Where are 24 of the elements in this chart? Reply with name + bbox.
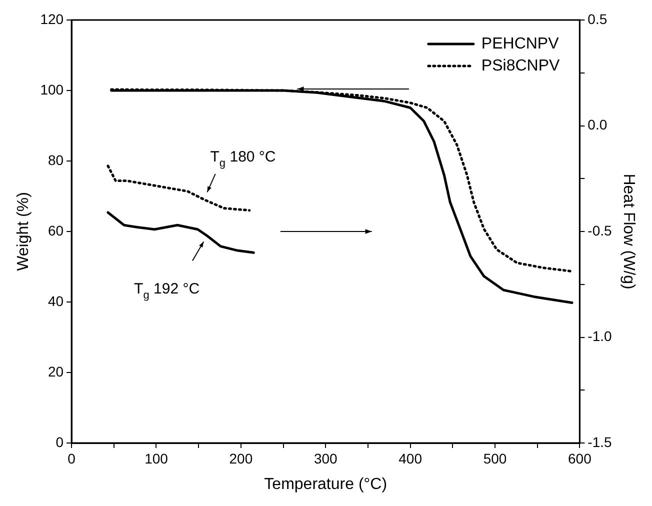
x-tick-label: 100 bbox=[144, 450, 168, 466]
x-tick-label: 200 bbox=[229, 450, 253, 466]
y-tick-label: 40 bbox=[48, 292, 64, 309]
y-tick-label: 80 bbox=[48, 152, 64, 168]
x-tick-label: 0 bbox=[68, 450, 76, 466]
legend-label: PSi8CNPV bbox=[481, 57, 560, 74]
y2-tick-label: -1.5 bbox=[588, 434, 612, 450]
y2-tick-label: -1.0 bbox=[588, 328, 612, 344]
y2-axis-title: Heat Flow (W/g) bbox=[620, 174, 637, 290]
y2-tick-label: 0.0 bbox=[588, 116, 608, 133]
y2-tick-label: -0.5 bbox=[588, 222, 612, 238]
y-tick-label: 20 bbox=[48, 363, 64, 380]
x-axis-title: Temperature (°C) bbox=[264, 476, 388, 493]
legend-label: PEHCNPV bbox=[481, 35, 560, 52]
x-tick-label: 500 bbox=[483, 450, 507, 466]
x-tick-label: 400 bbox=[398, 450, 422, 466]
y2-tick-label: 0.5 bbox=[588, 10, 608, 27]
x-tick-label: 600 bbox=[568, 450, 592, 466]
y-tick-label: 120 bbox=[40, 10, 64, 27]
y-tick-label: 60 bbox=[48, 222, 64, 238]
y-tick-label: 0 bbox=[56, 434, 64, 450]
y-tick-label: 100 bbox=[40, 81, 64, 98]
x-tick-label: 300 bbox=[314, 450, 338, 466]
y-axis-title: Weight (%) bbox=[15, 192, 32, 271]
